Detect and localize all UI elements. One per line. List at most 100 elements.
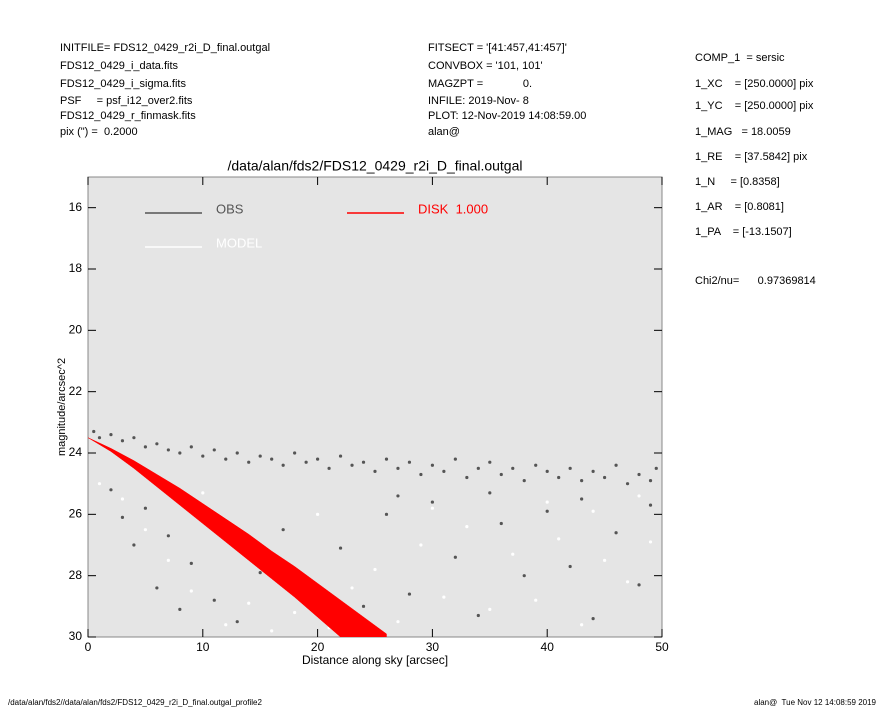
point <box>430 506 434 510</box>
point <box>143 506 147 510</box>
legend-label: OBS <box>216 201 244 216</box>
point <box>614 531 618 535</box>
point <box>453 555 457 559</box>
point <box>258 571 262 575</box>
point <box>120 515 125 520</box>
y-axis-label: magnitude/arcsec^2 <box>56 358 68 456</box>
point <box>407 460 412 464</box>
legend-label: MODEL <box>216 235 262 250</box>
x-tick-label: 30 <box>426 640 440 654</box>
point <box>166 448 170 452</box>
point <box>201 454 205 458</box>
y-tick-label: 24 <box>69 445 83 459</box>
point <box>166 534 170 538</box>
point <box>293 610 297 615</box>
y-tick-label: 16 <box>69 200 83 214</box>
y-tick-label: 22 <box>69 384 83 398</box>
point <box>373 567 377 572</box>
point <box>637 494 641 498</box>
point <box>338 454 343 458</box>
point <box>580 497 584 501</box>
point <box>350 463 354 467</box>
point <box>189 589 193 593</box>
point <box>281 463 285 467</box>
point <box>224 623 228 627</box>
header-line: pix (") = 0.2000 <box>60 126 138 138</box>
point <box>522 479 526 483</box>
point <box>396 620 400 624</box>
point <box>591 469 595 473</box>
point <box>637 583 641 587</box>
point <box>178 607 182 612</box>
point <box>591 509 595 513</box>
legend-label: DISK 1.000 <box>418 201 488 216</box>
point <box>603 475 607 480</box>
y-tick-label: 30 <box>69 629 83 643</box>
header-line: FITSECT = '[41:457,41:457]' <box>428 42 567 54</box>
point <box>568 564 572 569</box>
point <box>316 512 320 516</box>
y-tick-label: 26 <box>69 507 83 521</box>
point <box>591 617 595 621</box>
point <box>648 503 653 507</box>
point <box>155 442 159 446</box>
header-line: INITFILE= FDS12_0429_r2i_D_final.outgal <box>60 42 270 54</box>
point <box>109 488 113 492</box>
point <box>361 460 366 464</box>
disk-band <box>88 437 387 637</box>
point <box>212 598 216 602</box>
y-tick-label: 28 <box>69 568 83 582</box>
x-tick-label: 10 <box>196 640 210 654</box>
header-line: MAGZPT = 0. <box>428 78 532 90</box>
chi2: Chi2/nu= 0.97369814 <box>695 275 816 287</box>
x-tick-label: 0 <box>85 640 92 654</box>
point <box>442 469 446 473</box>
plot-area <box>87 176 663 638</box>
point <box>189 445 193 449</box>
point <box>476 613 480 618</box>
point <box>648 479 653 483</box>
header-line: PSF = psf_i12_over2.fits <box>60 95 193 107</box>
point <box>614 463 618 467</box>
point <box>155 586 159 590</box>
y-tick-label: 20 <box>69 323 83 337</box>
point <box>384 457 389 461</box>
footer-right: alan@ Tue Nov 12 14:08:59 2019 <box>754 698 877 707</box>
header-line: FDS12_0429_r_finmask.fits <box>60 110 196 122</box>
header-line: COMP_1 = sersic <box>695 52 785 64</box>
point <box>143 528 147 532</box>
point <box>419 543 423 547</box>
point <box>235 620 239 624</box>
point <box>580 623 584 627</box>
point <box>580 479 584 483</box>
point <box>189 561 193 566</box>
x-tick-label: 50 <box>655 640 669 654</box>
point <box>625 580 630 584</box>
point <box>373 469 377 473</box>
point <box>545 509 549 513</box>
point <box>396 466 400 470</box>
point <box>247 460 251 464</box>
point <box>132 543 136 547</box>
point <box>270 629 274 633</box>
point <box>92 429 96 434</box>
point <box>465 475 469 480</box>
header-line: 1_MAG = 18.0059 <box>695 126 791 138</box>
point <box>178 451 182 455</box>
point <box>488 607 492 612</box>
point <box>132 436 136 440</box>
point <box>430 463 434 467</box>
point <box>419 472 423 477</box>
point <box>396 494 400 498</box>
header-line: 1_N = [0.8358] <box>695 176 780 188</box>
point <box>201 491 205 495</box>
header-line: 1_PA = [-13.1507] <box>695 226 792 238</box>
point <box>120 497 125 501</box>
point <box>97 436 102 440</box>
header-line: FDS12_0429_i_sigma.fits <box>60 78 186 90</box>
y-tick-label: 18 <box>69 261 83 275</box>
point <box>511 552 515 556</box>
point <box>338 546 343 550</box>
point <box>270 457 274 461</box>
